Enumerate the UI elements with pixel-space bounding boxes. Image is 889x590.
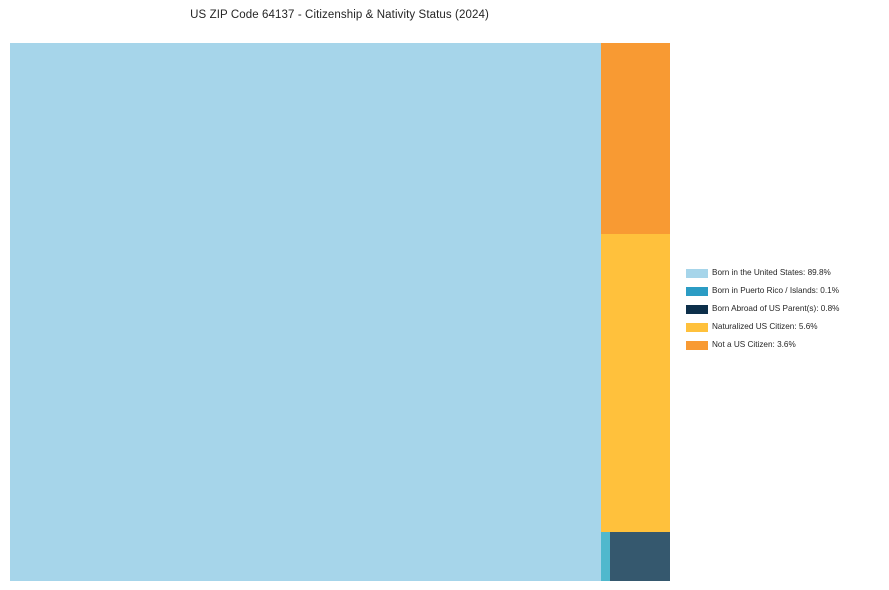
treemap-plot-area: Born in the United StatesNot a US Citize… bbox=[10, 43, 670, 581]
legend-item-label: Born Abroad of US Parent(s): 0.8% bbox=[712, 304, 840, 313]
treemap-tile[interactable]: Born in the United States bbox=[10, 43, 601, 581]
legend-item-label: Naturalized US Citizen: 5.6% bbox=[712, 322, 818, 331]
legend-item-label: Born in Puerto Rico / Islands: 0.1% bbox=[712, 286, 839, 295]
treemap-tile[interactable]: Naturalized US Citizen bbox=[601, 234, 670, 532]
legend-item-label: Not a US Citizen: 3.6% bbox=[712, 340, 796, 349]
treemap-tile[interactable]: Not a US Citizen bbox=[601, 43, 670, 234]
legend-item[interactable]: Naturalized US Citizen: 5.6% bbox=[686, 318, 882, 336]
legend-item[interactable]: Born in Puerto Rico / Islands: 0.1% bbox=[686, 282, 882, 300]
legend-swatch-icon bbox=[686, 322, 708, 332]
legend-item[interactable]: Not a US Citizen: 3.6% bbox=[686, 336, 882, 354]
legend-swatch-icon bbox=[686, 304, 708, 314]
treemap-tile[interactable]: Born in Puerto Rico / Islands bbox=[601, 532, 610, 581]
legend-swatch-icon bbox=[686, 340, 708, 350]
treemap-tile[interactable]: Born Abroad of US Parent(s) bbox=[610, 532, 670, 581]
legend-item[interactable]: Born in the United States: 89.8% bbox=[686, 264, 882, 282]
legend-swatch-icon bbox=[686, 268, 708, 278]
legend-swatch-icon bbox=[686, 286, 708, 296]
legend-item-label: Born in the United States: 89.8% bbox=[712, 268, 831, 277]
page-title: US ZIP Code 64137 - Citizenship & Nativi… bbox=[190, 9, 489, 21]
legend-item[interactable]: Born Abroad of US Parent(s): 0.8% bbox=[686, 300, 882, 318]
chart-legend: Born in the United States: 89.8% Born in … bbox=[686, 264, 882, 354]
